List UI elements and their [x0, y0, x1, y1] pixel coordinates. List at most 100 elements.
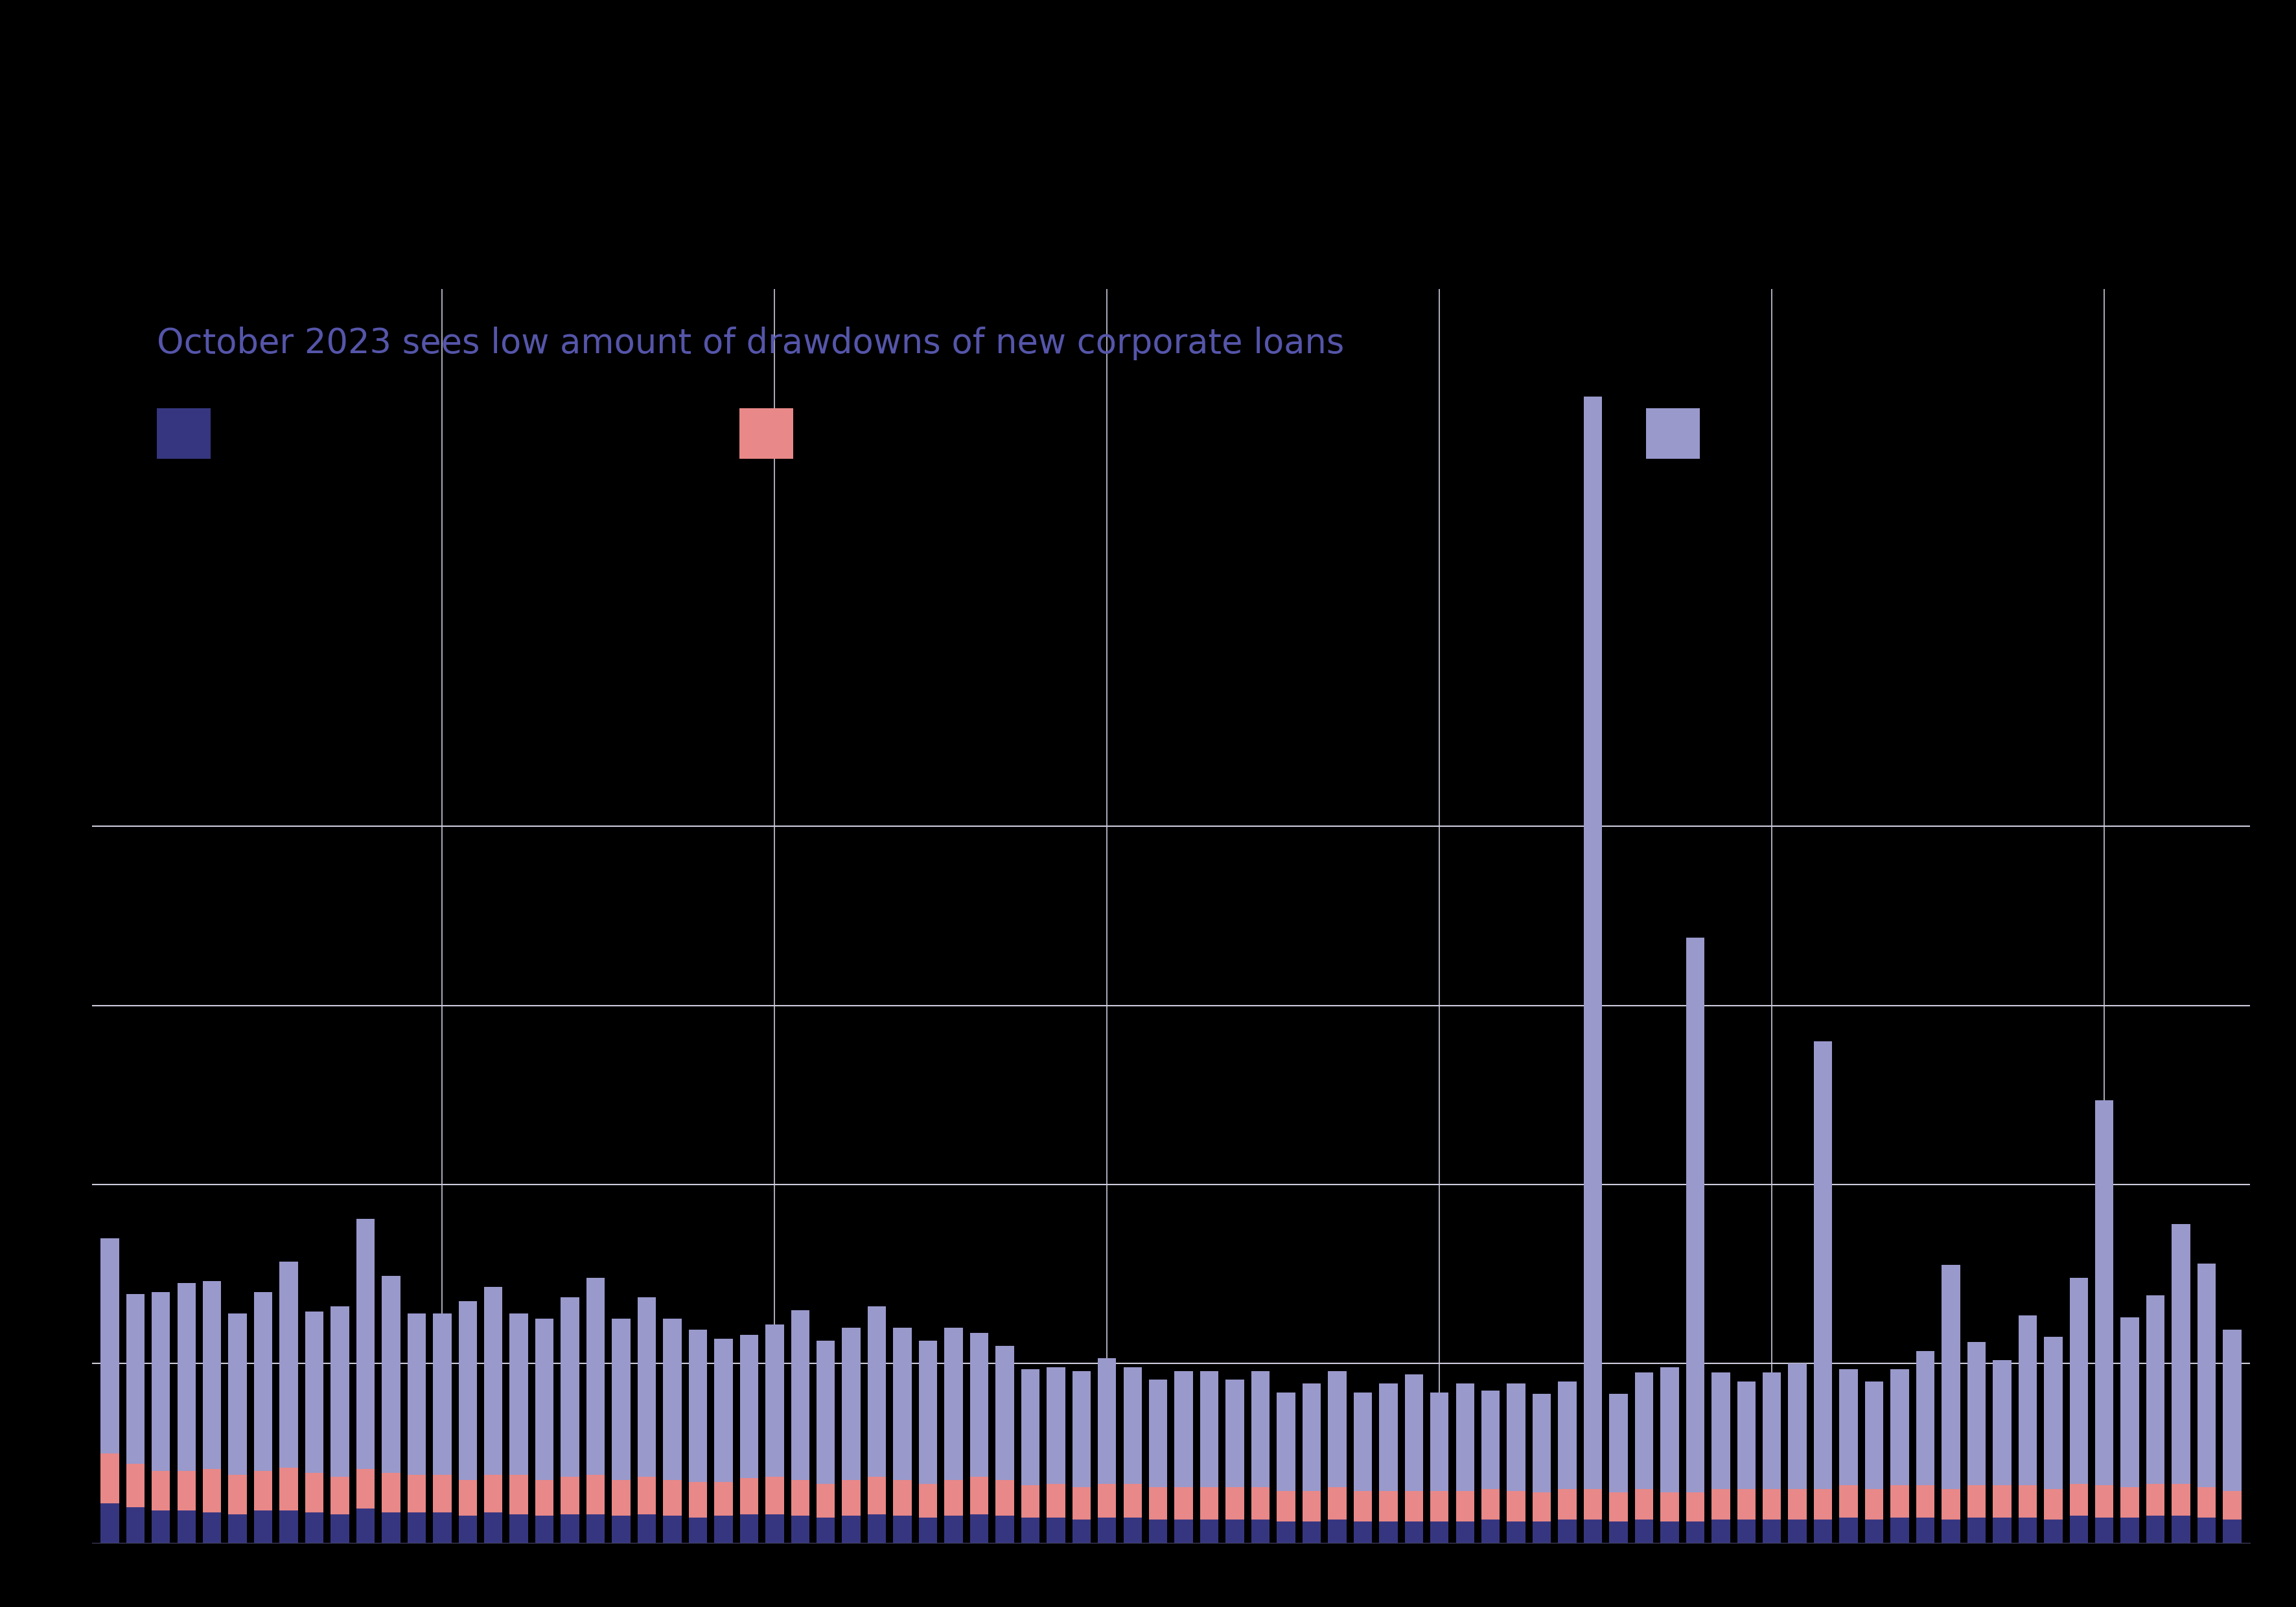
Bar	[1531, 1395, 1552, 1493]
Bar	[2223, 1329, 2241, 1491]
Bar	[1430, 1522, 1449, 1543]
Bar	[2197, 1486, 2216, 1517]
Bar	[1097, 1358, 1116, 1483]
Bar	[1201, 1371, 1219, 1486]
Bar	[280, 1511, 298, 1543]
Bar	[101, 1503, 119, 1543]
Bar	[893, 1515, 912, 1543]
Bar	[1047, 1368, 1065, 1483]
Bar	[1635, 1372, 1653, 1490]
Bar	[1481, 1490, 1499, 1520]
Bar	[177, 1511, 195, 1543]
Bar	[944, 1480, 962, 1515]
Bar	[1531, 1522, 1552, 1543]
Bar	[843, 1480, 861, 1515]
Bar	[381, 1276, 400, 1474]
Bar	[560, 1297, 579, 1477]
Bar	[765, 1324, 783, 1477]
Bar	[126, 1464, 145, 1507]
Bar	[255, 1470, 273, 1511]
Bar	[893, 1327, 912, 1480]
Bar	[944, 1327, 962, 1480]
Bar	[2018, 1485, 2037, 1517]
Bar	[893, 1480, 912, 1515]
Bar	[1430, 1491, 1449, 1522]
Bar	[1226, 1380, 1244, 1486]
Bar	[1738, 1382, 1756, 1490]
Bar	[1584, 397, 1603, 1490]
Bar	[1942, 1490, 1961, 1520]
Bar	[1022, 1517, 1040, 1543]
Bar	[918, 1483, 937, 1517]
Bar	[689, 1329, 707, 1482]
Bar	[1506, 1384, 1525, 1491]
Bar	[1148, 1380, 1166, 1486]
Bar	[664, 1480, 682, 1515]
Bar	[1763, 1520, 1782, 1543]
Bar	[535, 1480, 553, 1515]
Bar	[2197, 1263, 2216, 1486]
Bar	[484, 1287, 503, 1475]
Bar	[2069, 1515, 2087, 1543]
Bar	[1559, 1382, 1577, 1490]
Bar	[2223, 1491, 2241, 1520]
Bar	[1584, 1490, 1603, 1520]
Bar	[356, 1509, 374, 1543]
Bar	[638, 1477, 657, 1514]
Bar	[1685, 1522, 1704, 1543]
Bar	[1890, 1517, 1908, 1543]
FancyBboxPatch shape	[739, 408, 794, 458]
Bar	[1890, 1369, 1908, 1485]
Bar	[1789, 1520, 1807, 1543]
Bar	[2018, 1315, 2037, 1485]
Bar	[1456, 1522, 1474, 1543]
Bar	[331, 1477, 349, 1514]
Bar	[227, 1475, 246, 1514]
Bar	[1609, 1395, 1628, 1493]
Bar	[1022, 1369, 1040, 1485]
Bar	[1635, 1520, 1653, 1543]
Bar	[1072, 1520, 1091, 1543]
Bar	[1993, 1485, 2011, 1517]
Bar	[2043, 1337, 2062, 1490]
Bar	[2172, 1515, 2190, 1543]
Bar	[1942, 1520, 1961, 1543]
Bar	[1609, 1493, 1628, 1522]
Bar	[1942, 1265, 1961, 1490]
Bar	[2096, 1485, 2115, 1517]
Bar	[1277, 1392, 1295, 1491]
Bar	[1660, 1493, 1678, 1522]
Bar	[1251, 1520, 1270, 1543]
Bar	[406, 1475, 425, 1512]
Bar	[1226, 1486, 1244, 1520]
Bar	[969, 1477, 987, 1514]
Bar	[613, 1515, 631, 1543]
Bar	[2096, 1517, 2115, 1543]
Bar	[1302, 1384, 1320, 1491]
Bar	[1814, 1490, 1832, 1520]
Bar	[305, 1512, 324, 1543]
Bar	[2069, 1483, 2087, 1515]
Bar	[1789, 1364, 1807, 1490]
Bar	[817, 1517, 836, 1543]
Bar	[434, 1512, 452, 1543]
Bar	[843, 1515, 861, 1543]
Bar	[918, 1517, 937, 1543]
Bar	[613, 1319, 631, 1480]
Bar	[1201, 1520, 1219, 1543]
Bar	[381, 1512, 400, 1543]
Bar	[1355, 1522, 1373, 1543]
Bar	[1327, 1520, 1345, 1543]
Bar	[739, 1514, 758, 1543]
Bar	[1917, 1517, 1936, 1543]
Bar	[868, 1306, 886, 1477]
Bar	[177, 1470, 195, 1511]
Bar	[1559, 1520, 1577, 1543]
Bar	[1738, 1520, 1756, 1543]
Bar	[356, 1469, 374, 1509]
Bar	[1201, 1486, 1219, 1520]
Bar	[2122, 1486, 2140, 1517]
Bar	[2172, 1225, 2190, 1483]
Bar	[1660, 1522, 1678, 1543]
Bar	[1380, 1384, 1398, 1491]
